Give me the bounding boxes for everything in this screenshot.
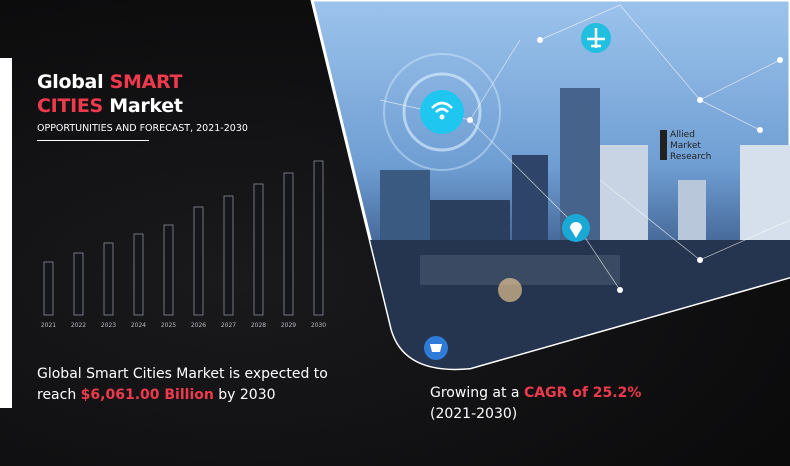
divider (37, 140, 149, 141)
x-tick-label: 2025 (161, 322, 176, 329)
x-tick-label: 2026 (191, 322, 206, 329)
location-pin-icon (562, 214, 590, 242)
cagr-statement: Growing at a CAGR of 25.2% (2021-2030) (430, 385, 642, 422)
bar-2027 (223, 195, 234, 316)
x-tick-label: 2028 (251, 322, 266, 329)
bar-2023 (103, 242, 114, 316)
x-tick-label: 2021 (41, 322, 56, 329)
bar-2029 (283, 172, 294, 316)
bar-2026 (193, 206, 204, 316)
bar-chart: 2021 2022 2023 2024 2025 2026 2027 2028 2029 2030 (41, 160, 326, 329)
x-tick-label: 2024 (131, 322, 146, 329)
bar-2030 (313, 160, 324, 316)
market-size-statement: Global Smart Cities Market is expected t… (37, 366, 328, 403)
allied-market-research-logo: Allied Market Research (660, 130, 711, 162)
bar-2021 (43, 261, 54, 316)
svg-text:Allied: Allied (670, 130, 695, 140)
bar-2022 (73, 252, 84, 316)
x-tick-label: 2030 (311, 322, 326, 329)
x-tick-label: 2027 (221, 322, 236, 329)
svg-text:Market: Market (670, 141, 701, 151)
svg-text:Research: Research (670, 152, 711, 162)
shopping-cart-icon (424, 336, 448, 360)
x-tick-label: 2023 (101, 322, 116, 329)
bar-2028 (253, 183, 264, 316)
x-tick-label: 2022 (71, 322, 86, 329)
x-tick-label: 2029 (281, 322, 296, 329)
left-accent-strip (0, 58, 12, 408)
bar-2025 (163, 224, 174, 316)
page-title: Global SMART CITIES Market (37, 71, 183, 117)
airplane-icon (581, 23, 611, 53)
bar-2024 (133, 233, 144, 316)
subtitle: OPPORTUNITIES AND FORECAST, 2021-2030 (37, 123, 248, 134)
wifi-icon (420, 90, 464, 134)
